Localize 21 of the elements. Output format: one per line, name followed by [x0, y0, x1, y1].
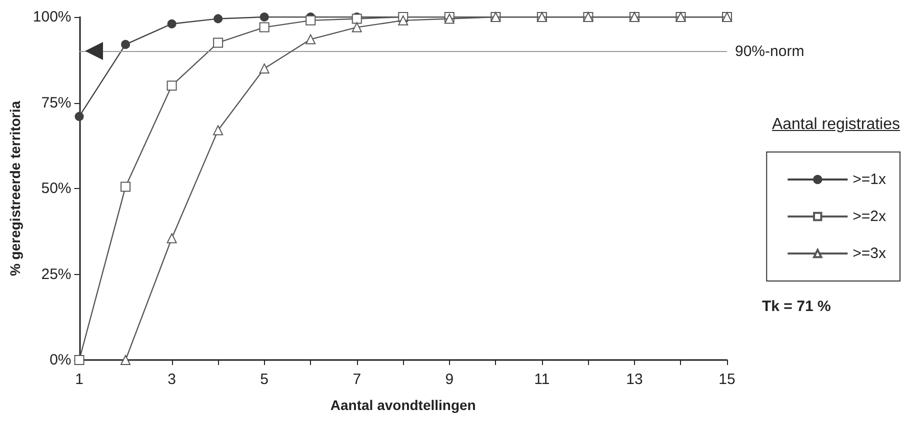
x-tick-label: 9 — [445, 371, 454, 388]
y-tick-label: 50% — [41, 180, 72, 197]
legend-label: >=3x — [852, 245, 886, 262]
x-tick-label: 11 — [534, 371, 550, 388]
x-tick-label: 15 — [718, 371, 736, 388]
y-tick-label: 100% — [32, 8, 72, 26]
legend-title: Aantal registraties — [772, 116, 900, 134]
y-axis-title: % geregistreerde territoria — [7, 100, 23, 276]
ref-line-label: 90%-norm — [735, 42, 804, 60]
x-tick-label: 3 — [168, 371, 176, 388]
legend-label: >=1x — [852, 171, 886, 188]
x-tick-label: 1 — [75, 371, 84, 388]
x-axis-title: Aantal avondtellingen — [330, 397, 476, 413]
y-tick-label: 0% — [50, 352, 72, 368]
legend-label: >=2x — [852, 208, 886, 225]
x-tick-label: 7 — [352, 371, 362, 388]
text: Tk = 71 % — [762, 298, 831, 315]
y-tick-label: 75% — [41, 94, 72, 112]
x-tick-label: 13 — [626, 371, 643, 388]
y-tick-label: 25% — [41, 266, 72, 283]
x-tick-label: 5 — [260, 371, 269, 388]
